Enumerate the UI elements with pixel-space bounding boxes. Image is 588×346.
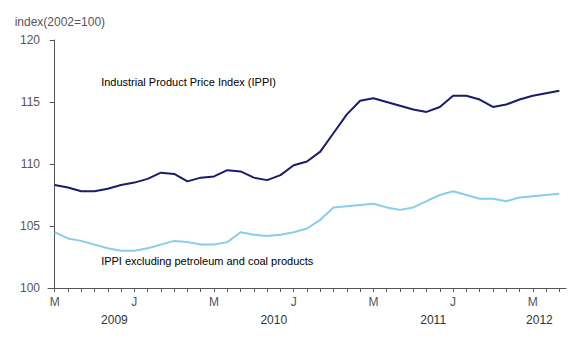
svg-text:2011: 2011 bbox=[420, 313, 446, 327]
svg-text:J: J bbox=[131, 295, 137, 309]
svg-text:100: 100 bbox=[20, 281, 40, 295]
svg-text:IPPI excluding petroleum and c: IPPI excluding petroleum and coal produc… bbox=[101, 255, 314, 267]
svg-text:2009: 2009 bbox=[101, 313, 128, 327]
svg-text:110: 110 bbox=[21, 157, 40, 171]
svg-text:2010: 2010 bbox=[260, 313, 287, 327]
svg-text:M: M bbox=[209, 295, 219, 309]
svg-text:105: 105 bbox=[20, 219, 40, 233]
svg-text:M: M bbox=[368, 295, 378, 309]
svg-text:M: M bbox=[50, 295, 60, 309]
svg-text:2012: 2012 bbox=[526, 313, 553, 327]
svg-text:J: J bbox=[450, 295, 456, 309]
svg-text:index(2002=100): index(2002=100) bbox=[15, 15, 105, 29]
svg-text:M: M bbox=[528, 295, 538, 309]
svg-text:J: J bbox=[291, 295, 297, 309]
svg-text:115: 115 bbox=[21, 95, 40, 109]
svg-text:Industrial Product Price Index: Industrial Product Price Index (IPPI) bbox=[101, 76, 276, 88]
svg-text:120: 120 bbox=[20, 33, 40, 47]
